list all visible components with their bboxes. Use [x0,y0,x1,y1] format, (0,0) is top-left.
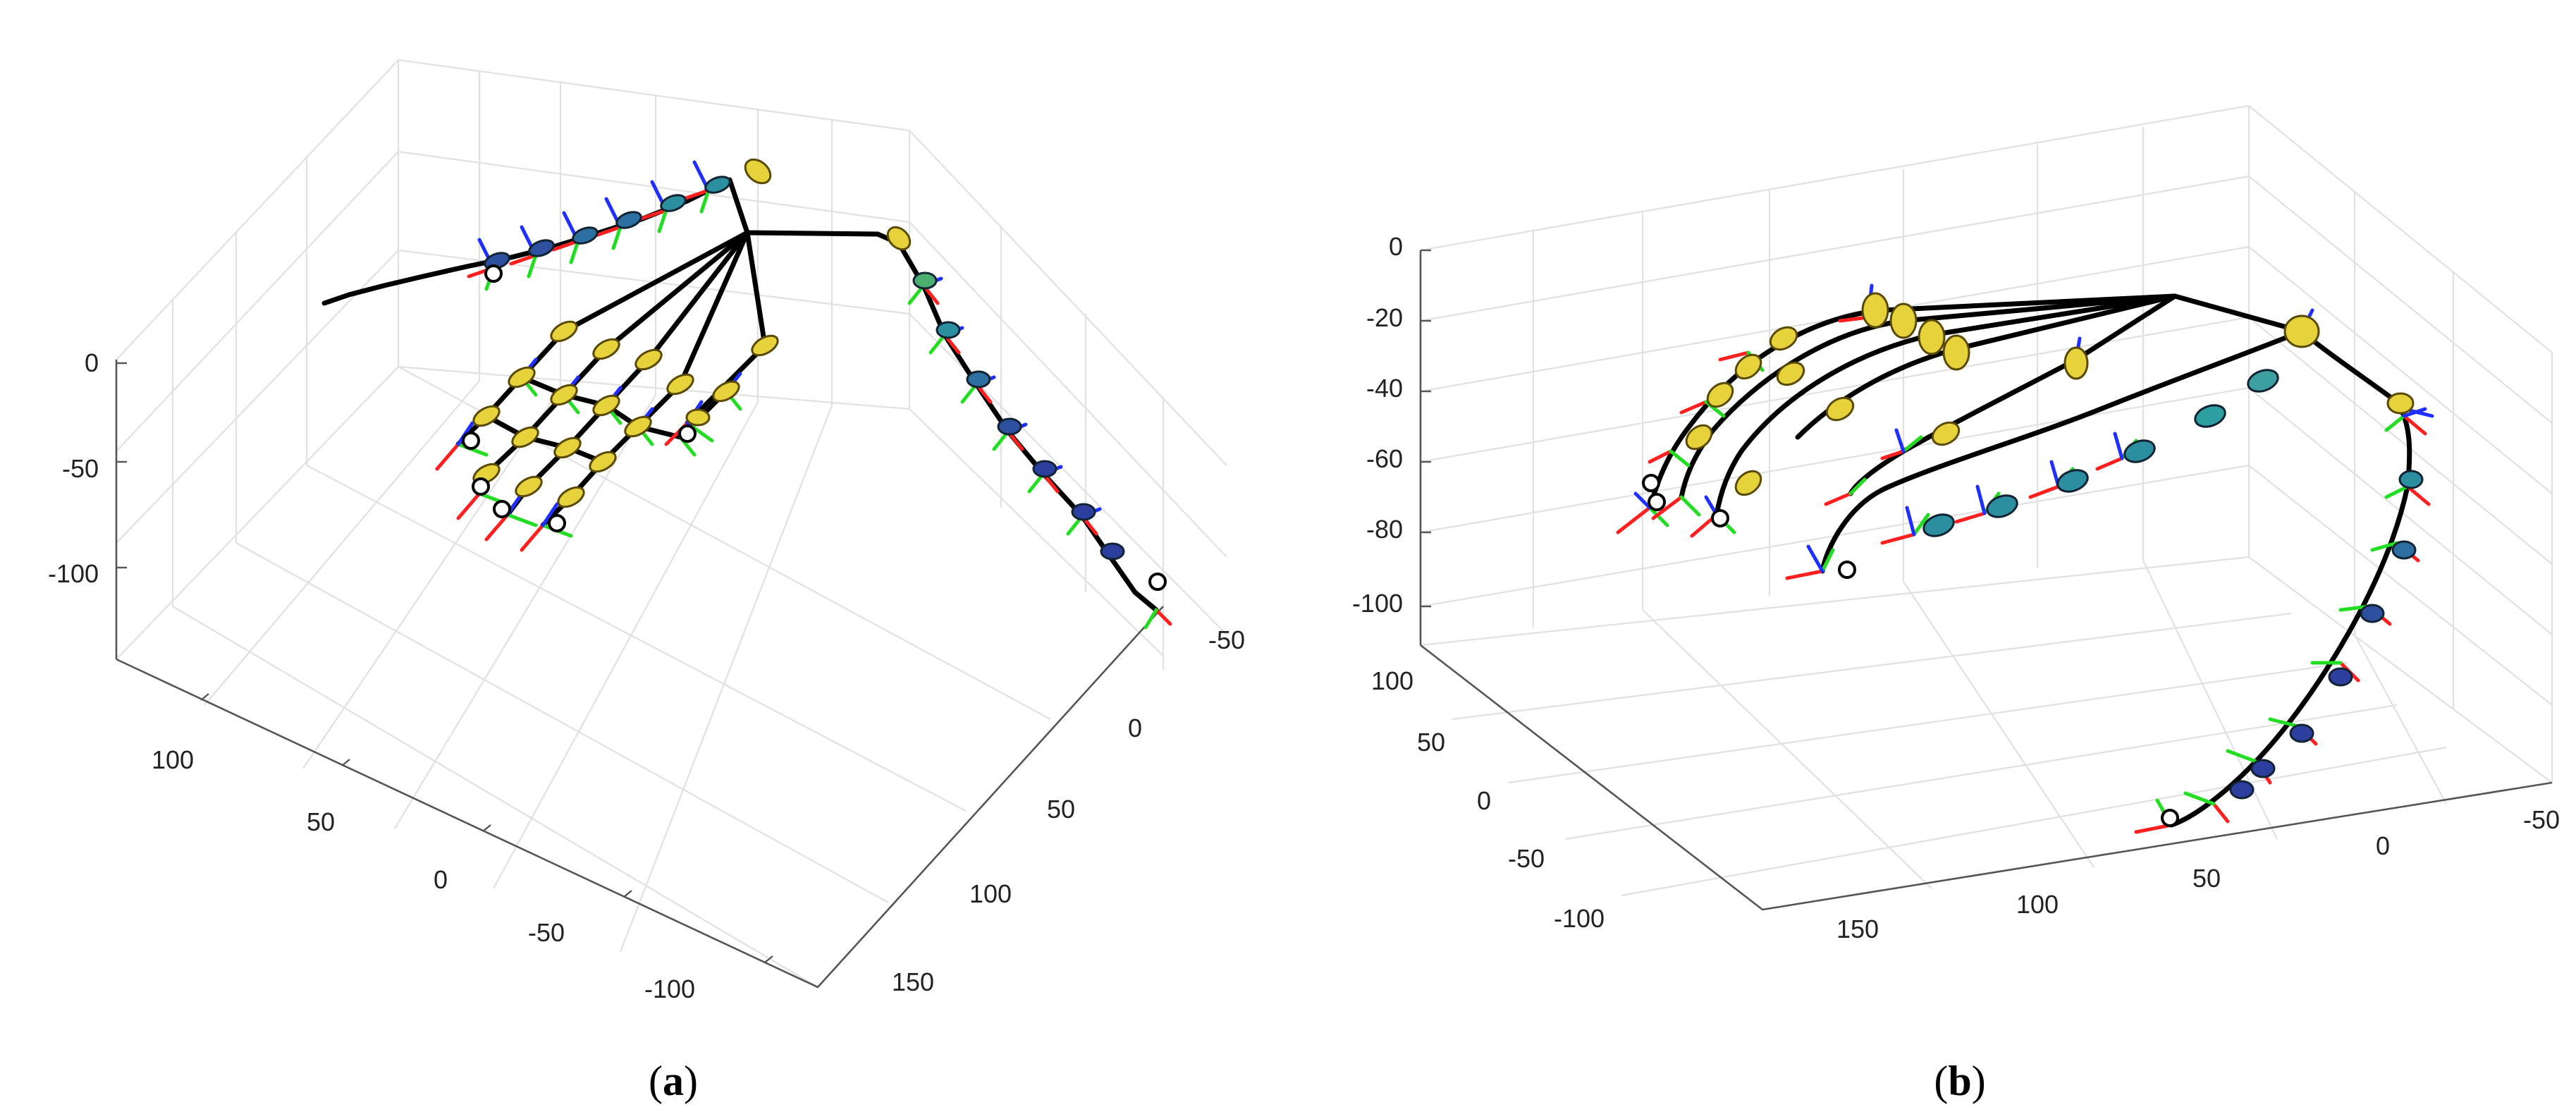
panel-a-joint-actuators [472,158,1125,561]
axis2-tick-label: -50 [2523,805,2560,834]
axis1-tick-label: -100 [1554,904,1605,933]
axis1-tick-label: -50 [528,918,565,947]
z-tick-label: -100 [48,559,99,588]
axis2-tick-label: -50 [1208,625,1245,654]
panel-a-z-tick-labels: 0 -50 -100 [48,348,99,588]
z-tick-label: 0 [85,348,99,377]
axis2-tick-label: 100 [2016,890,2059,919]
axis1-tick-label: -50 [1508,844,1545,873]
panel-b-axis1-tick-labels: 100 50 0 -50 -100 [1371,666,1605,933]
panel-b-base-points [1642,474,2179,827]
z-tick-label: -40 [1366,374,1403,403]
axis2-tick-label: 150 [892,967,934,996]
panel-b-joint-actuators [1685,292,2424,800]
panel-b-hand-skeleton [1616,283,2434,834]
panel-b-z-tick-labels: 0 -20 -40 -60 -80 -100 [1352,232,1403,618]
panel-a-base-points [462,264,1167,591]
axis2-tick-label: 150 [1836,915,1879,943]
axis1-tick-label: 0 [434,865,448,894]
axis2-tick-label: 0 [2376,831,2390,860]
z-tick-label: 0 [1389,232,1403,261]
panel-b-caption: (b) [1934,1058,1985,1104]
axis1-tick-label: 100 [1371,666,1413,695]
panel-b-axis2-tick-labels: 150 100 50 0 -50 [1836,805,2560,943]
axis2-tick-label: 100 [969,879,1012,908]
z-tick-label: -50 [62,454,99,483]
panel-b: 0 -20 -40 -60 -80 -100 100 50 0 -50 -100… [1352,104,2560,1104]
axis1-tick-label: 50 [307,807,335,836]
axis1-tick-label: 50 [1417,728,1445,757]
panel-a-hand-skeleton [321,158,1172,630]
panel-a-caption: (a) [649,1058,698,1104]
axis2-tick-label: 50 [2192,864,2221,893]
axis1-tick-label: 0 [1477,786,1491,815]
z-tick-label: -20 [1366,303,1403,332]
panel-b-axes [1419,249,2553,911]
z-tick-label: -60 [1366,444,1403,473]
panel-a-axis2-tick-labels: -50 0 50 100 150 [892,625,1245,996]
panel-a: 0 -50 -100 100 50 0 -50 -100 -50 0 50 10… [48,59,1245,1104]
z-tick-label: -80 [1366,515,1403,544]
axis1-tick-label: -100 [644,974,695,1003]
panel-a-axis1-tick-labels: 100 50 0 -50 -100 [152,745,695,1003]
axis2-tick-label: 0 [1128,714,1142,742]
axis1-tick-label: 100 [152,745,194,774]
panel-a-axes [115,360,1164,989]
z-tick-label: -100 [1352,589,1403,618]
axis2-tick-label: 50 [1047,795,1075,824]
